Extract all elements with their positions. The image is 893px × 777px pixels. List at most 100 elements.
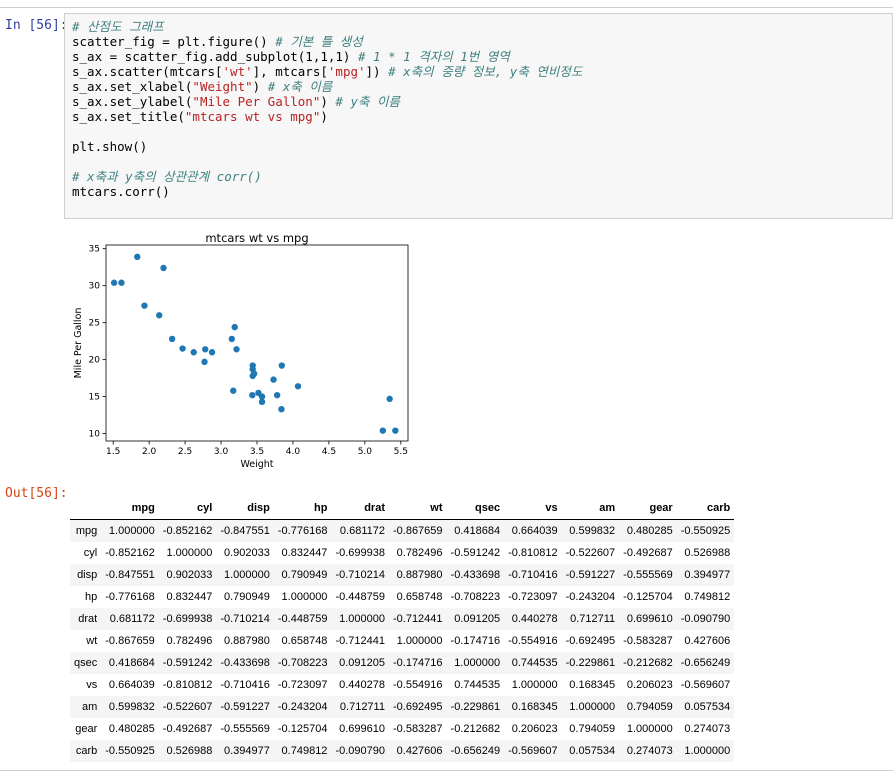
scatter-point [379, 427, 387, 434]
table-cell: -0.174716 [450, 635, 501, 647]
scatter-point [278, 405, 285, 413]
table-cell: 0.658748 [281, 635, 328, 647]
table-cell: -0.710214 [335, 569, 385, 581]
column-header: vs [504, 497, 562, 520]
code-line: # 산점도 그래프 [72, 19, 582, 34]
table-cell: 0.699610 [626, 613, 673, 625]
table-cell: -0.433698 [450, 569, 501, 581]
code-line: s_ax = scatter_fig.add_subplot(1,1,1) # … [72, 49, 582, 64]
code-line: s_ax.set_xlabel("Weight") # x축 이름 [72, 79, 582, 94]
code-line: s_ax.scatter(mtcars['wt'], mtcars['mpg']… [72, 64, 582, 79]
table-cell: -0.699938 [162, 613, 213, 625]
column-header: qsec [446, 497, 505, 520]
code-comment: # 1 * 1 격자의 1번 영역 [357, 49, 510, 64]
table-cell: 0.440278 [511, 613, 558, 625]
scatter-plot: mtcars wt vs mpg 1.5 2.0 2.5 3.0 3.5 4.0 4.5 5.… [73, 231, 409, 470]
code-comment: # 기본 틀 생성 [275, 34, 363, 49]
code-line: plt.show() [72, 139, 582, 154]
y-tick-label: 20 [89, 356, 101, 366]
table-row: am 0.599832 -0.522607 -0.591227 -0.243204 0.7… [70, 696, 735, 718]
scatter-point [190, 349, 197, 356]
code-token: s_ax = scatter_fig.add_subplot(1,1,1) [72, 49, 358, 64]
scatter-point [258, 398, 266, 405]
table-row: cyl -0.852162 1.000000 0.902033 0.832447 -0.6… [70, 542, 734, 564]
column-header: mpg [101, 497, 159, 520]
table-cell: -0.212682 [450, 723, 501, 735]
table-cell: 0.418684 [454, 525, 501, 537]
column-header: drat [331, 497, 389, 520]
table-cell: 0.526988 [684, 547, 731, 559]
table-cell: 0.794059 [569, 723, 616, 735]
table-row: hp -0.776168 0.832447 0.790949 1.000000 -0.44… [70, 586, 734, 608]
table-cell: 0.658748 [396, 591, 443, 603]
table-row: disp -0.847551 0.902033 1.000000 0.790949 -0.… [70, 564, 735, 586]
table-cell: -0.708223 [450, 591, 501, 603]
code-string: "mtcars wt vs mpg" [184, 109, 321, 124]
table-cell: 0.681172 [109, 613, 155, 625]
table-cell: 0.091205 [454, 613, 501, 625]
table-cell: -0.550925 [105, 745, 155, 757]
code-token: plt.show() [72, 139, 148, 154]
scatter-point [270, 376, 277, 383]
table-cell: -0.708223 [277, 657, 328, 669]
table-cell: 0.394977 [684, 569, 731, 581]
code-line: s_ax.set_title("mtcars wt vs mpg") [72, 109, 582, 124]
code-editor[interactable]: # 산점도 그래프 scatter_fig = plt.figure() # 기본… [72, 19, 582, 199]
code-comment: # 산점도 그래프 [72, 19, 164, 34]
table-cell: 0.440278 [339, 679, 385, 691]
code-token: s_ax.set_xlabel( [72, 79, 193, 94]
row-index: drat [78, 613, 98, 625]
scatter-point [233, 346, 240, 353]
table-cell: 1.000000 [339, 613, 385, 625]
x-axis-ticks: 1.5 2.0 2.5 3.0 3.5 4.0 4.5 5.0 5.5 [106, 441, 408, 457]
table-cell: -0.699938 [335, 547, 385, 559]
code-comment: # x축과 y축의 상관관계 corr() [72, 169, 262, 184]
code-string: "Weight" [192, 79, 253, 94]
code-string: 'wt' [222, 64, 253, 79]
y-tick-label: 30 [89, 282, 101, 292]
correlation-table: mpg cyl disp hp drat wt qsec vs am gear carb mpg 1.… [70, 497, 735, 762]
table-cell: -0.692495 [392, 701, 443, 713]
scatter-point [231, 323, 238, 331]
x-tick-label: 3.0 [214, 447, 229, 457]
row-index: disp [77, 569, 98, 581]
table-cell: 0.794059 [626, 701, 673, 713]
table-cell: -0.776168 [105, 591, 155, 603]
table-cell: -0.867659 [105, 635, 155, 647]
x-tick-label: 2.0 [142, 447, 157, 457]
table-cell: 0.480285 [626, 525, 673, 537]
table-cell: 0.712711 [339, 701, 385, 713]
table-cell: -0.656249 [450, 745, 501, 757]
table-cell: 0.057534 [684, 701, 731, 713]
output-prompt: Out[56]: [5, 486, 68, 501]
code-cell[interactable]: # 산점도 그래프 scatter_fig = plt.figure() # 기본… [64, 13, 893, 219]
y-tick-label: 15 [89, 393, 100, 403]
code-token: mtcars.corr() [72, 184, 170, 199]
table-cell: 0.394977 [224, 745, 270, 757]
row-index: am [81, 701, 98, 713]
code-token: ) [320, 94, 336, 109]
table-cell: -0.125704 [277, 723, 328, 735]
table-cell: -0.656249 [680, 657, 731, 669]
plot-area [105, 244, 409, 442]
table-cell: -0.555569 [220, 723, 270, 735]
column-header: wt [388, 497, 447, 520]
table-cell: -0.492687 [162, 723, 213, 735]
code-string: 'mpg' [327, 64, 366, 79]
cell-top-divider [0, 7, 893, 8]
code-string: "Mile Per Gallon" [192, 94, 321, 109]
table-cell: -0.723097 [508, 591, 558, 603]
row-index: gear [75, 723, 98, 735]
code-line: mtcars.corr() [72, 184, 582, 199]
table-cell: 0.712711 [570, 613, 616, 625]
code-comment: # x축의 중량 정보, y축 연비정도 [388, 64, 583, 79]
scatter-point [258, 393, 266, 400]
table-cell: -0.591227 [220, 701, 270, 713]
scatter-point [156, 312, 163, 319]
table-cell: 1.000000 [684, 745, 731, 757]
code-line [72, 154, 582, 169]
table-cell: 0.902033 [224, 547, 270, 559]
table-cell: 0.744535 [454, 679, 501, 691]
code-token: ], mtcars[ [252, 64, 328, 79]
scatter-point [168, 335, 176, 343]
